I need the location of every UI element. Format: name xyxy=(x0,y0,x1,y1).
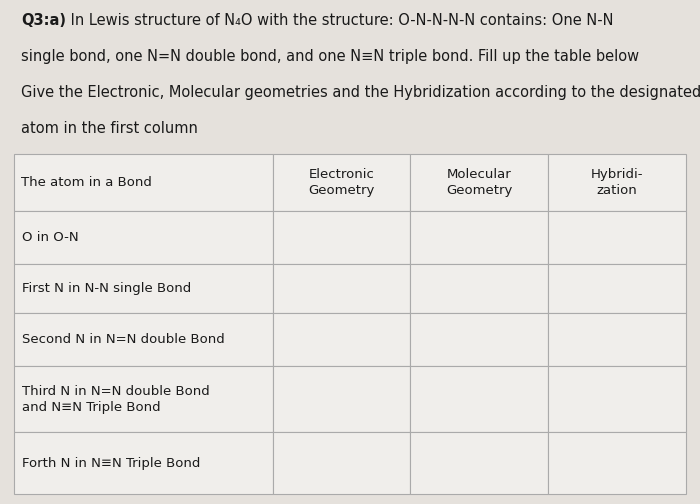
Bar xyxy=(273,154,410,211)
Bar xyxy=(14,432,273,494)
Text: Hybridi-
zation: Hybridi- zation xyxy=(591,168,643,197)
Text: single bond, one N=N double bond, and one N≡N triple bond. Fill up the table bel: single bond, one N=N double bond, and on… xyxy=(21,49,639,64)
Text: atom in the first column: atom in the first column xyxy=(21,121,198,137)
Bar xyxy=(548,313,686,366)
Bar xyxy=(14,366,273,432)
Bar xyxy=(410,264,548,313)
Bar xyxy=(548,264,686,313)
Bar xyxy=(273,366,410,432)
Bar xyxy=(273,211,410,264)
Bar xyxy=(548,211,686,264)
Bar xyxy=(14,264,273,313)
Text: Electronic
Geometry: Electronic Geometry xyxy=(309,168,374,197)
Text: Forth N in N≡N Triple Bond: Forth N in N≡N Triple Bond xyxy=(22,457,201,470)
Bar xyxy=(273,264,410,313)
Text: In Lewis structure of N₄O with the structure: O-N-N-N-N contains: One N-N: In Lewis structure of N₄O with the struc… xyxy=(66,13,614,28)
Bar xyxy=(273,432,410,494)
Text: Molecular
Geometry: Molecular Geometry xyxy=(446,168,512,197)
Text: Give the Electronic, Molecular geometries and the Hybridization according to the: Give the Electronic, Molecular geometrie… xyxy=(21,85,700,100)
Bar xyxy=(273,313,410,366)
Text: Third N in N=N double Bond
and N≡N Triple Bond: Third N in N=N double Bond and N≡N Tripl… xyxy=(22,385,210,414)
Text: Q3:a): Q3:a) xyxy=(21,13,66,28)
Bar xyxy=(14,211,273,264)
Bar xyxy=(14,313,273,366)
Bar xyxy=(410,211,548,264)
Bar xyxy=(548,366,686,432)
Text: Second N in N=N double Bond: Second N in N=N double Bond xyxy=(22,333,225,346)
Bar xyxy=(548,154,686,211)
Text: O in O-N: O in O-N xyxy=(22,231,79,244)
Text: First N in N-N single Bond: First N in N-N single Bond xyxy=(22,282,192,295)
Bar xyxy=(410,432,548,494)
Bar xyxy=(410,154,548,211)
Text: The atom in a Bond: The atom in a Bond xyxy=(21,176,152,189)
Bar xyxy=(548,432,686,494)
Bar xyxy=(14,154,273,211)
Bar xyxy=(410,366,548,432)
Bar xyxy=(410,313,548,366)
